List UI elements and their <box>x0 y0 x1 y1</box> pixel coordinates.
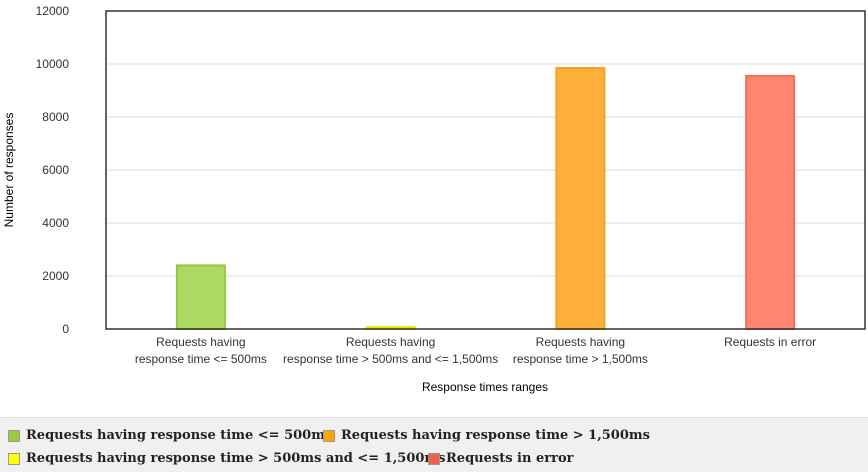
legend-swatch-over-1500ms <box>323 429 335 442</box>
y-axis-title: Number of responses <box>2 113 16 228</box>
plot-frame <box>105 10 866 330</box>
legend-label-in-error: Requests in error <box>446 451 574 466</box>
legend-swatch-in-error <box>428 452 440 465</box>
legend-swatch-under-500ms <box>8 429 20 442</box>
legend-label-500-to-1500ms: Requests having response time > 500ms an… <box>26 451 446 466</box>
gridlines <box>106 63 865 277</box>
x-category-label: Requests in error <box>724 335 816 349</box>
x-category-label: Requests having <box>346 335 435 349</box>
legend-label-over-1500ms: Requests having response time > 1,500ms <box>341 428 650 443</box>
bar-chart: 0 2000 4000 6000 8000 10000 12000 Requests hav… <box>2 4 866 394</box>
legend-item-over-1500ms[interactable]: Requests having response time > 1,500ms <box>323 428 650 443</box>
x-category-label: response time <= 500ms <box>135 352 267 366</box>
x-axis-categories: Requests having response time <= 500ms Req… <box>135 335 816 366</box>
x-category-label: response time > 500ms and <= 1,500ms <box>283 352 498 366</box>
y-tick-label: 12000 <box>36 4 70 18</box>
y-axis-ticks: 0 2000 4000 6000 8000 10000 12000 <box>36 4 70 336</box>
x-category-label: Requests having <box>536 335 625 349</box>
x-axis-title: Response times ranges <box>422 380 548 394</box>
legend-item-under-500ms[interactable]: Requests having response time <= 500ms <box>8 428 332 443</box>
legend: Requests having response time <= 500ms R… <box>0 417 868 472</box>
legend-item-500-to-1500ms[interactable]: Requests having response time > 500ms an… <box>8 451 446 466</box>
bar-3[interactable] <box>745 74 796 330</box>
y-tick-label: 10000 <box>36 57 70 71</box>
legend-item-in-error[interactable]: Requests in error <box>428 451 573 466</box>
bar-2[interactable] <box>555 66 606 330</box>
legend-swatch-500-to-1500ms <box>8 452 20 465</box>
bar-0[interactable] <box>175 264 226 330</box>
y-tick-label: 4000 <box>42 216 69 230</box>
legend-label-under-500ms: Requests having response time <= 500ms <box>26 428 333 443</box>
x-category-label: response time > 1,500ms <box>513 352 648 366</box>
x-category-label: Requests having <box>156 335 245 349</box>
y-tick-label: 2000 <box>42 269 69 283</box>
bars <box>175 66 796 330</box>
y-tick-label: 6000 <box>42 163 69 177</box>
y-tick-label: 0 <box>62 322 69 336</box>
y-tick-label: 8000 <box>42 110 69 124</box>
